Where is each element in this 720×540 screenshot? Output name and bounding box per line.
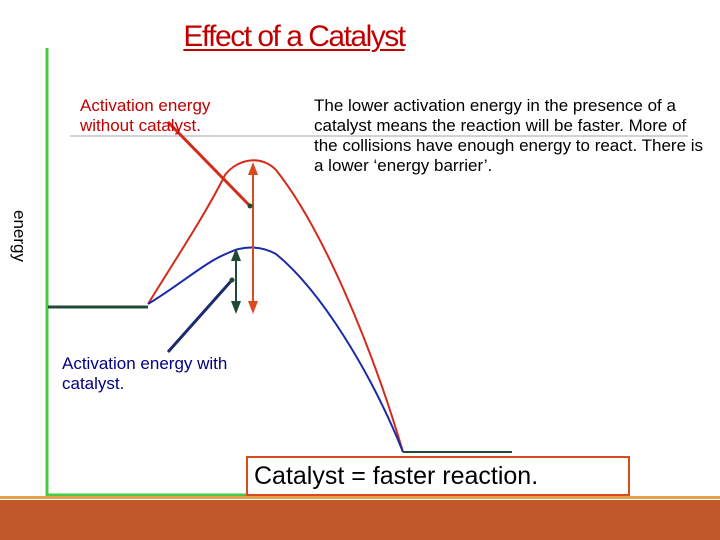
energy-axis-label: energy	[10, 210, 29, 262]
footer-bar	[0, 500, 720, 540]
label-without-catalyst: Activation energy without catalyst.	[80, 96, 260, 136]
label-with-catalyst: Activation energy with catalyst.	[62, 354, 242, 394]
catalysed-curve	[147, 246, 404, 453]
pointer-with-dot	[229, 277, 235, 283]
activation-energy-arrow-without	[248, 162, 258, 314]
pointer-with-catalyst	[166, 279, 234, 353]
conclusion-box: Catalyst = faster reaction.	[246, 456, 630, 496]
label-with-text: Activation energy with catalyst.	[62, 354, 228, 393]
label-without-text: Activation energy without catalyst.	[80, 96, 211, 135]
activation-energy-arrow-with	[231, 248, 241, 314]
page-title: Effect of a Catalyst	[183, 20, 406, 53]
pointer-without-catalyst	[166, 120, 252, 208]
pointer-without-dot	[247, 203, 253, 209]
explanation-note: The lower activation energy in the prese…	[314, 96, 704, 175]
footer-accent-line	[0, 496, 720, 499]
uncatalysed-curve	[147, 159, 404, 453]
